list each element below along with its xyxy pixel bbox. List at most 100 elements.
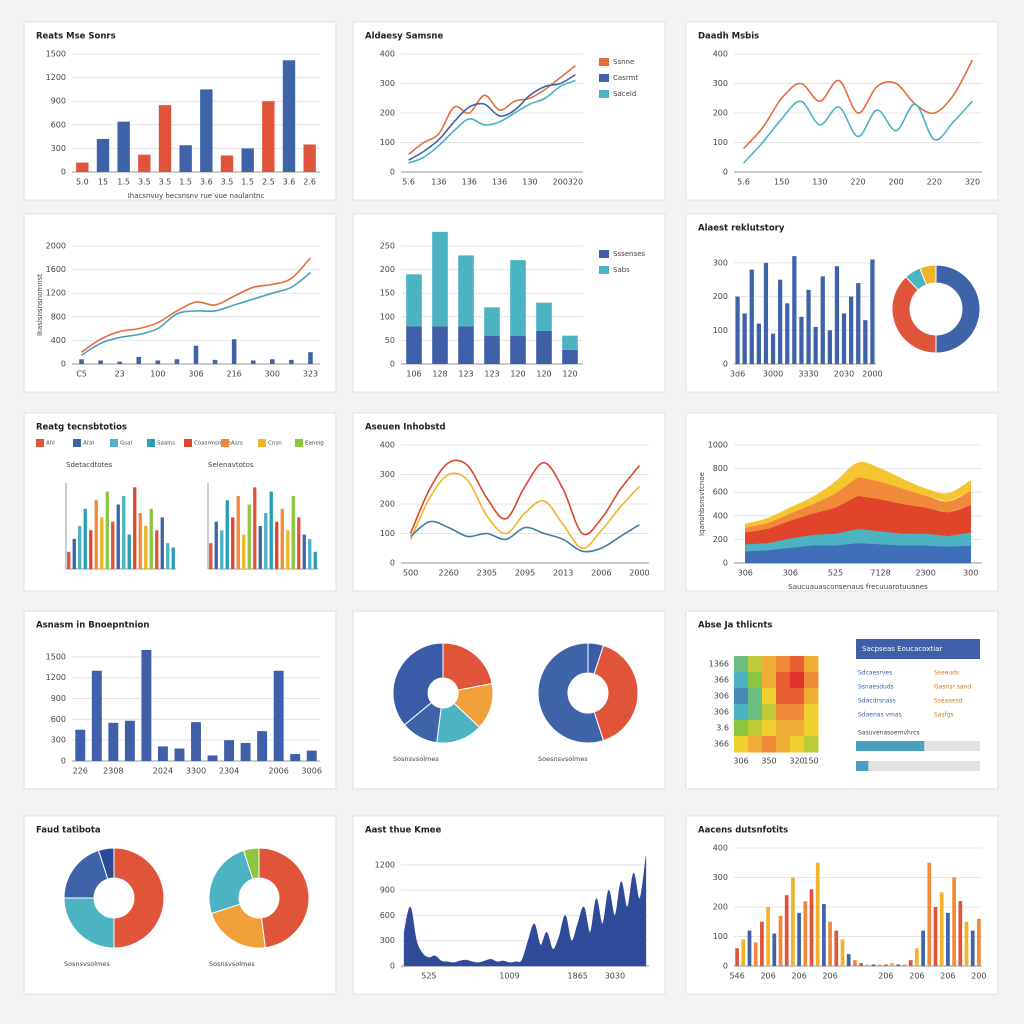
y-tick-label: 0 (390, 962, 395, 971)
bar (742, 313, 747, 364)
x-tick-label: 100 (150, 370, 165, 379)
bar (264, 513, 268, 569)
y-tick-label: 1200 (46, 673, 66, 682)
x-tick-label: 2024 (153, 767, 173, 776)
bar (877, 964, 882, 966)
bar (269, 491, 273, 569)
y-tick-label: 600 (51, 120, 66, 129)
y-tick-label: 0 (61, 757, 66, 766)
bar (306, 750, 317, 761)
line-series (408, 73, 576, 161)
bar-segment (406, 326, 422, 364)
pie-caption: Sosnsvsolmes (209, 960, 255, 968)
bar (117, 121, 130, 172)
panel-cell: Ssnaesduds (858, 684, 894, 691)
bar (297, 517, 301, 569)
bar-segment (510, 335, 526, 364)
bar (133, 487, 137, 569)
y-tick-label: 306 (714, 692, 729, 701)
bar-segment (432, 231, 448, 327)
donut-slice (593, 644, 639, 742)
legend-label: Aral (83, 441, 94, 447)
donut-slice (392, 642, 444, 726)
heat-cell (762, 736, 777, 753)
donut-slice (97, 847, 115, 880)
x-tick-label: 3.5 (221, 178, 234, 187)
bar (155, 360, 161, 364)
bar (76, 162, 89, 172)
bar (871, 964, 876, 966)
x-tick-label: 525 (828, 569, 843, 578)
x-tick-label: 306 (738, 569, 753, 578)
bar (174, 359, 180, 364)
y-tick-label: 200 (713, 292, 728, 301)
x-tick-label: 150 (803, 757, 818, 766)
bar (778, 279, 783, 364)
x-tick-label: 3.5 (159, 178, 172, 187)
heat-cell (762, 656, 777, 673)
bar (302, 534, 306, 569)
bar (756, 323, 761, 364)
bar (241, 148, 254, 172)
x-tick-label: 130 (522, 178, 537, 187)
y-tick-label: 400 (380, 50, 395, 59)
y-tick-label: 3.6 (716, 724, 729, 733)
x-tick-label: 206 (909, 972, 924, 981)
chart-title: Aast thue Kmee (365, 826, 441, 836)
x-tick-label: 2000 (629, 569, 649, 578)
x-tick-label: 350 (761, 757, 776, 766)
y-tick-label: 0 (723, 962, 728, 971)
bar (964, 921, 969, 966)
heat-cell (804, 736, 819, 753)
y-tick-label: 800 (51, 312, 66, 321)
bar (958, 901, 963, 966)
y-tick-label: 1000 (708, 441, 728, 450)
x-tick-label: 323 (303, 370, 318, 379)
bar (827, 330, 832, 364)
bar (841, 313, 847, 364)
y-tick-label: 100 (713, 138, 728, 147)
bar (138, 513, 142, 569)
x-tick-label: 3.6 (200, 178, 213, 187)
y-tick-label: 300 (380, 936, 395, 945)
x-tick-label: 3330 (798, 370, 818, 379)
bar (834, 930, 839, 966)
legend-label: Ssnne (613, 58, 634, 66)
y-tick-label: 600 (51, 715, 66, 724)
x-tick-label: 3000 (763, 370, 783, 379)
legend-swatch (599, 90, 609, 98)
bar (747, 930, 752, 966)
bar (778, 915, 783, 966)
panel-cell: Sdacdrsnass (858, 698, 896, 705)
heat-cell (734, 720, 749, 737)
legend-swatch (36, 439, 44, 447)
bar (98, 360, 103, 364)
bar (784, 895, 789, 966)
bar (896, 964, 901, 966)
x-tick-label: C5 (76, 370, 87, 379)
x-tick-label: 206 (791, 972, 806, 981)
x-tick-label: 5.6 (402, 178, 415, 187)
legend-label: Sabs (613, 266, 630, 274)
y-tick-label: 300 (51, 736, 66, 745)
x-tick-label: 128 (432, 370, 447, 379)
legend-swatch (258, 439, 266, 447)
x-tick-label: 1.5 (117, 178, 130, 187)
heat-cell (748, 688, 763, 705)
bar (806, 289, 811, 364)
bar (289, 359, 294, 364)
bar (803, 901, 808, 966)
x-tick-label: 525 (421, 972, 436, 981)
bar (258, 526, 262, 569)
x-tick-label: 2095 (515, 569, 535, 578)
card (23, 213, 337, 393)
bar (224, 740, 235, 761)
bar (849, 296, 854, 364)
x-tick-label: 2308 (103, 767, 123, 776)
heat-cell (776, 656, 791, 673)
x-tick-label: 2304 (219, 767, 239, 776)
heat-cell (762, 672, 777, 689)
legend-swatch (295, 439, 303, 447)
heat-cell (734, 736, 749, 753)
panel-cell: Sdaenas vmas (858, 712, 902, 719)
